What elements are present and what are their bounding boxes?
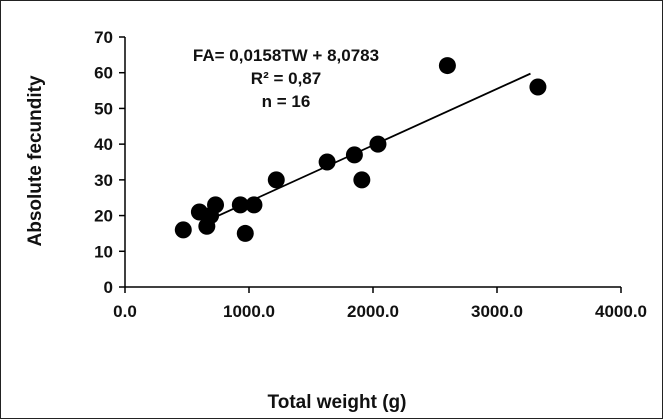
data-point (529, 78, 547, 96)
data-point (174, 221, 192, 239)
x-tick-label: 0.0 (113, 302, 137, 321)
data-point (345, 146, 363, 164)
data-point (207, 196, 225, 214)
x-axis-title: Total weight (g) (268, 392, 407, 413)
y-tick-label: 20 (94, 207, 113, 226)
data-point (267, 171, 285, 189)
data-points (174, 57, 547, 242)
x-tick-label: 1000.0 (223, 302, 275, 321)
regression-annotation: FA= 0,0158TW + 8,0783 R² = 0,87 n = 16 (193, 46, 379, 111)
annotation-line: FA= 0,0158TW + 8,0783 (193, 46, 379, 65)
data-point (353, 171, 371, 189)
tick-labels: 0 10 20 30 40 50 60 70 0.0 1000.0 2000.0 3000.0 4000… (94, 28, 647, 321)
y-tick-label: 70 (94, 28, 113, 47)
y-tick-label: 60 (94, 64, 113, 83)
tick-marks (119, 36, 622, 293)
y-tick-label: 30 (94, 171, 113, 190)
x-tick-label: 3000.0 (471, 302, 523, 321)
annotation-line: n = 16 (262, 92, 311, 111)
x-tick-label: 4000.0 (595, 302, 647, 321)
axes (124, 37, 621, 288)
y-tick-label: 50 (94, 99, 113, 118)
annotation-line: R² = 0,87 (251, 69, 321, 88)
data-point (369, 135, 387, 153)
y-tick-label: 0 (104, 278, 113, 297)
data-point (245, 196, 263, 214)
data-point (231, 196, 249, 214)
y-tick-label: 10 (94, 242, 113, 261)
y-axis-title: Absolute fecundity (25, 75, 46, 246)
y-tick-label: 40 (94, 135, 113, 154)
data-point (236, 224, 254, 242)
data-point (438, 57, 456, 75)
data-point (318, 153, 336, 171)
x-tick-label: 2000.0 (347, 302, 399, 321)
